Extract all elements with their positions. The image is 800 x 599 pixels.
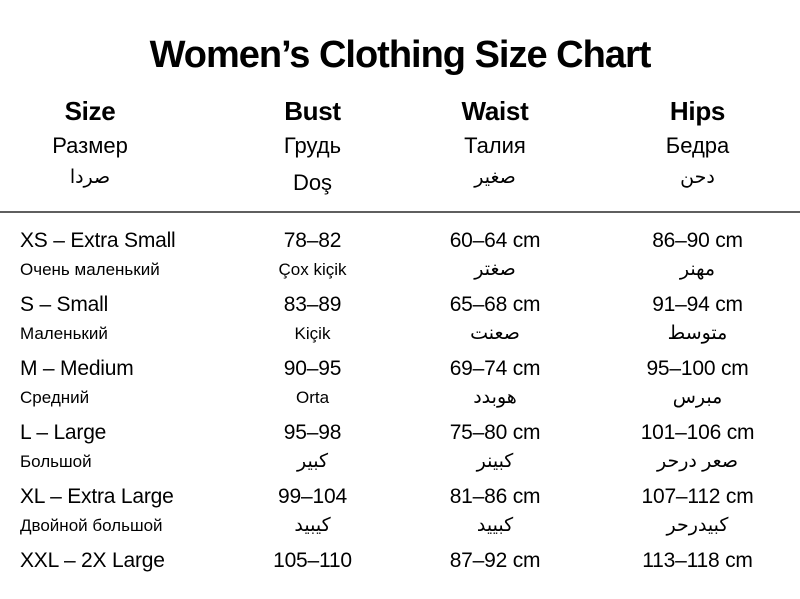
header-label-hips-ru: Бедра — [665, 133, 730, 158]
header-label-size-xl: صردا — [69, 167, 111, 188]
size-value: XS – Extra Small — [20, 229, 176, 252]
header-divider — [0, 211, 800, 213]
header-label-waist-en: Waist — [461, 96, 529, 126]
hips-cell: 107–112 cm كبيدرحر — [595, 481, 800, 540]
hips-translation: متوسط — [667, 323, 728, 344]
column-header-size: Size Размер صردا — [0, 94, 230, 201]
hips-value: 86–90 cm — [652, 229, 743, 252]
size-cell: L – Large Большой — [0, 417, 230, 476]
bust-translation: Kiçik — [294, 324, 331, 343]
table-row: M – Medium Средний 90–95 Orta 69–74 cm هوبدد 9… — [0, 348, 800, 412]
bust-cell: 90–95 Orta — [230, 353, 395, 412]
waist-value: 81–86 cm — [449, 485, 541, 508]
waist-value: 65–68 cm — [449, 293, 541, 316]
waist-value: 75–80 cm — [449, 421, 541, 444]
bust-value: 105–110 — [273, 549, 352, 572]
header-label-size-ru: Размер — [52, 133, 128, 158]
hips-value: 113–118 cm — [642, 549, 753, 572]
hips-cell: 95–100 cm مبرس — [595, 353, 800, 412]
waist-cell: 81–86 cm كبييد — [395, 481, 595, 540]
size-translation: Очень маленький — [20, 260, 160, 279]
hips-cell: 86–90 cm مهنر — [595, 225, 800, 284]
waist-translation: صعنت — [470, 323, 520, 344]
page-title: Women’s Clothing Size Chart — [149, 34, 652, 76]
size-translation: Большой — [20, 452, 92, 471]
size-value: S – Small — [20, 293, 109, 316]
waist-translation: هوبدد — [473, 387, 517, 408]
header-label-waist-ru: Талия — [464, 133, 526, 158]
size-value: L – Large — [20, 421, 107, 444]
waist-cell: 60–64 cm صغتر — [395, 225, 595, 284]
waist-translation: كبينر — [476, 451, 514, 472]
bust-cell: 95–98 كبير — [230, 417, 395, 476]
waist-cell: 87–92 cm — [395, 545, 595, 599]
size-value: XL – Extra Large — [20, 485, 174, 508]
size-translation: Средний — [20, 388, 90, 407]
table-body: XS – Extra Small Очень маленький 78–82 Çox … — [0, 220, 800, 599]
table-row: XXL – 2X Large 105–110 87–92 cm 113–118 cm — [0, 540, 800, 599]
header-label-hips-en: Hips — [669, 96, 726, 126]
waist-translation: كبييد — [476, 515, 514, 536]
hips-translation: كبيدرحر — [666, 515, 729, 536]
waist-value: 87–92 cm — [449, 549, 541, 572]
waist-value: 69–74 cm — [449, 357, 541, 380]
bust-value: 78–82 — [283, 229, 342, 252]
header-label-bust-ru: Грудь — [283, 133, 342, 158]
header-label-waist-xl: صغير — [474, 167, 516, 188]
bust-value: 90–95 — [283, 357, 342, 380]
header-label-bust-en: Bust — [284, 96, 341, 126]
size-cell: S – Small Маленький — [0, 289, 230, 348]
column-header-hips: Hips Бедра دحن — [595, 94, 800, 201]
bust-value: 99–104 — [278, 485, 347, 508]
size-value: M – Medium — [20, 357, 134, 380]
hips-cell: 113–118 cm — [595, 545, 800, 599]
column-header-waist: Waist Талия صغير — [395, 94, 595, 201]
bust-value: 95–98 — [283, 421, 342, 444]
hips-value: 107–112 cm — [641, 485, 754, 508]
header-label-size-en: Size — [64, 96, 116, 126]
hips-cell: 101–106 cm صعر درحر — [595, 417, 800, 476]
bust-cell: 99–104 كيبيد — [230, 481, 395, 540]
table-row: XL – Extra Large Двойной большой 99–104 كيب… — [0, 476, 800, 540]
bust-value: 83–89 — [283, 293, 342, 316]
hips-translation: مهنر — [679, 259, 716, 280]
hips-value: 101–106 cm — [640, 421, 755, 444]
bust-cell: 78–82 Çox kiçik — [230, 225, 395, 284]
table-header: Size Размер صردا Bust Грудь Doş Waist Талия صغير… — [0, 94, 800, 201]
bust-translation: كبير — [297, 451, 328, 472]
waist-value: 60–64 cm — [449, 229, 541, 252]
size-cell: XL – Extra Large Двойной большой — [0, 481, 230, 540]
size-translation: Маленький — [20, 324, 108, 343]
header-label-bust-xl: Doş — [292, 170, 333, 195]
waist-cell: 75–80 cm كبينر — [395, 417, 595, 476]
waist-cell: 69–74 cm هوبدد — [395, 353, 595, 412]
bust-translation: Çox kiçik — [278, 260, 347, 279]
size-cell: XXL – 2X Large — [0, 545, 230, 599]
hips-cell: 91–94 cm متوسط — [595, 289, 800, 348]
table-row: XS – Extra Small Очень маленький 78–82 Çox … — [0, 220, 800, 284]
bust-cell: 105–110 — [230, 545, 395, 599]
bust-translation: كيبيد — [294, 515, 331, 536]
table-row: L – Large Большой 95–98 كبير 75–80 cm كبينر 10… — [0, 412, 800, 476]
hips-translation: صعر درحر — [657, 451, 738, 472]
hips-translation: مبرس — [672, 387, 723, 408]
column-header-bust: Bust Грудь Doş — [230, 94, 395, 201]
size-cell: XS – Extra Small Очень маленький — [0, 225, 230, 284]
bust-cell: 83–89 Kiçik — [230, 289, 395, 348]
size-cell: M – Medium Средний — [0, 353, 230, 412]
bust-translation: Orta — [295, 388, 330, 407]
header-label-hips-xl: دحن — [680, 167, 715, 188]
waist-translation: صغتر — [474, 259, 516, 280]
table-row: S – Small Маленький 83–89 Kiçik 65–68 cm صعنت… — [0, 284, 800, 348]
size-value: XXL – 2X Large — [20, 549, 165, 572]
hips-value: 95–100 cm — [646, 357, 749, 380]
waist-cell: 65–68 cm صعنت — [395, 289, 595, 348]
hips-value: 91–94 cm — [652, 293, 743, 316]
size-translation: Двойной большой — [20, 516, 163, 535]
